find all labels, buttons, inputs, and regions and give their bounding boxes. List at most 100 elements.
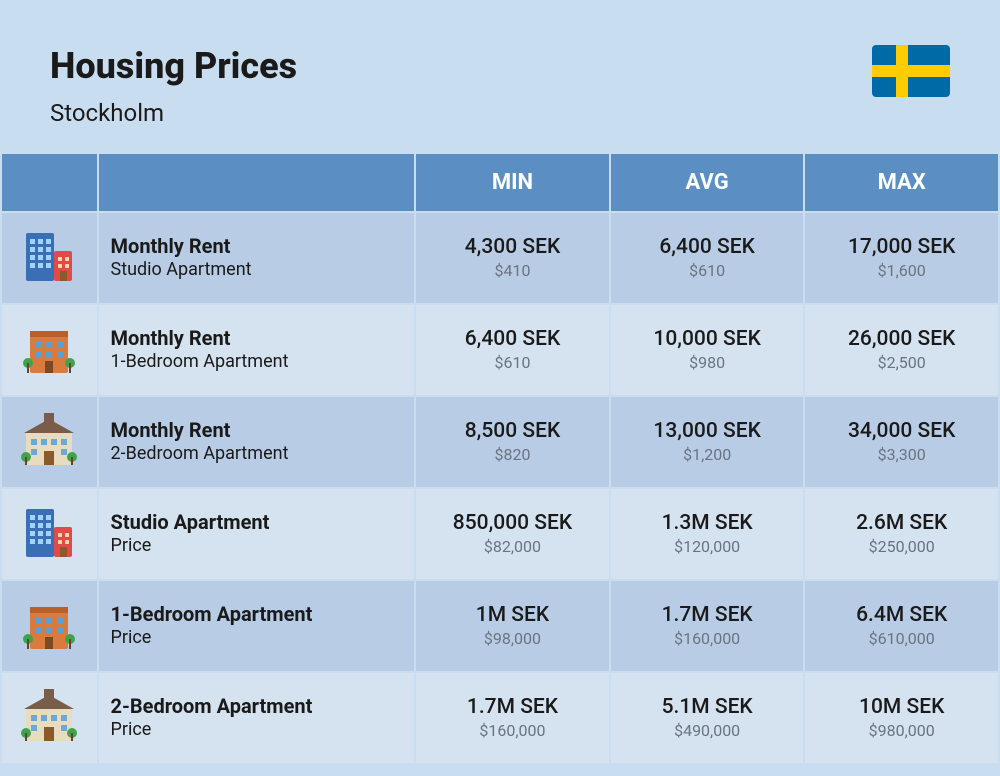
table-header-row: MIN AVG MAX: [2, 154, 998, 211]
table-row: Monthly Rent2-Bedroom Apartment8,500 SEK…: [2, 397, 998, 487]
value-sek: 10,000 SEK: [619, 326, 796, 353]
cell-avg: 1.3M SEK$120,000: [611, 489, 804, 579]
brick-icon: [20, 319, 78, 377]
value-usd: $610: [424, 353, 601, 374]
brick-icon: [20, 595, 78, 653]
row-sub: Price: [111, 534, 407, 557]
row-label-cell: Monthly RentStudio Apartment: [99, 213, 415, 303]
value-usd: $120,000: [619, 537, 796, 558]
value-usd: $1,200: [619, 445, 796, 466]
value-sek: 8,500 SEK: [424, 418, 601, 445]
high-rise-icon: [20, 227, 78, 285]
title-block: Housing Prices Stockholm: [50, 45, 297, 127]
row-sub: Price: [111, 626, 407, 649]
cell-avg: 10,000 SEK$980: [611, 305, 804, 395]
value-sek: 1.3M SEK: [619, 510, 796, 537]
header: Housing Prices Stockholm: [0, 0, 1000, 152]
value-sek: 13,000 SEK: [619, 418, 796, 445]
table-row: Monthly Rent1-Bedroom Apartment6,400 SEK…: [2, 305, 998, 395]
value-usd: $160,000: [619, 629, 796, 650]
value-usd: $410: [424, 261, 601, 282]
cell-avg: 1.7M SEK$160,000: [611, 581, 804, 671]
table-row: Monthly RentStudio Apartment4,300 SEK$41…: [2, 213, 998, 303]
col-min: MIN: [416, 154, 609, 211]
value-sek: 6,400 SEK: [619, 234, 796, 261]
mansion-icon: [20, 687, 78, 745]
sweden-flag-icon: [872, 45, 950, 97]
high-rise-icon: [20, 503, 78, 561]
row-title: Monthly Rent: [111, 418, 407, 442]
col-avg: AVG: [611, 154, 804, 211]
row-title: Studio Apartment: [111, 510, 407, 534]
row-label-cell: 2-Bedroom ApartmentPrice: [99, 673, 415, 763]
row-icon-cell: [2, 305, 97, 395]
row-icon-cell: [2, 581, 97, 671]
value-sek: 850,000 SEK: [424, 510, 601, 537]
value-sek: 5.1M SEK: [619, 694, 796, 721]
value-sek: 6,400 SEK: [424, 326, 601, 353]
cell-min: 850,000 SEK$82,000: [416, 489, 609, 579]
value-usd: $1,600: [813, 261, 990, 282]
value-usd: $980,000: [813, 721, 990, 742]
value-sek: 4,300 SEK: [424, 234, 601, 261]
value-usd: $2,500: [813, 353, 990, 374]
value-usd: $160,000: [424, 721, 601, 742]
row-label-cell: Monthly Rent1-Bedroom Apartment: [99, 305, 415, 395]
value-usd: $3,300: [813, 445, 990, 466]
row-title: Monthly Rent: [111, 234, 407, 258]
row-label-cell: Monthly Rent2-Bedroom Apartment: [99, 397, 415, 487]
cell-max: 34,000 SEK$3,300: [805, 397, 998, 487]
value-sek: 1.7M SEK: [424, 694, 601, 721]
subtitle: Stockholm: [50, 99, 297, 127]
page-title: Housing Prices: [50, 45, 297, 87]
table-row: 1-Bedroom ApartmentPrice1M SEK$98,0001.7…: [2, 581, 998, 671]
cell-min: 1M SEK$98,000: [416, 581, 609, 671]
table-row: Studio ApartmentPrice850,000 SEK$82,0001…: [2, 489, 998, 579]
cell-min: 8,500 SEK$820: [416, 397, 609, 487]
value-usd: $82,000: [424, 537, 601, 558]
cell-avg: 6,400 SEK$610: [611, 213, 804, 303]
cell-max: 2.6M SEK$250,000: [805, 489, 998, 579]
row-title: Monthly Rent: [111, 326, 407, 350]
value-sek: 1M SEK: [424, 602, 601, 629]
row-sub: Studio Apartment: [111, 258, 407, 281]
row-label-cell: 1-Bedroom ApartmentPrice: [99, 581, 415, 671]
cell-avg: 13,000 SEK$1,200: [611, 397, 804, 487]
value-sek: 2.6M SEK: [813, 510, 990, 537]
row-label-cell: Studio ApartmentPrice: [99, 489, 415, 579]
value-usd: $98,000: [424, 629, 601, 650]
value-usd: $820: [424, 445, 601, 466]
cell-min: 4,300 SEK$410: [416, 213, 609, 303]
cell-max: 6.4M SEK$610,000: [805, 581, 998, 671]
cell-max: 17,000 SEK$1,600: [805, 213, 998, 303]
col-label: [99, 154, 415, 211]
row-sub: Price: [111, 718, 407, 741]
row-icon-cell: [2, 397, 97, 487]
row-icon-cell: [2, 489, 97, 579]
cell-max: 26,000 SEK$2,500: [805, 305, 998, 395]
row-sub: 1-Bedroom Apartment: [111, 350, 407, 373]
col-icon: [2, 154, 97, 211]
mansion-icon: [20, 411, 78, 469]
value-usd: $610: [619, 261, 796, 282]
row-icon-cell: [2, 673, 97, 763]
table-row: 2-Bedroom ApartmentPrice1.7M SEK$160,000…: [2, 673, 998, 763]
row-sub: 2-Bedroom Apartment: [111, 442, 407, 465]
value-sek: 34,000 SEK: [813, 418, 990, 445]
cell-min: 6,400 SEK$610: [416, 305, 609, 395]
cell-min: 1.7M SEK$160,000: [416, 673, 609, 763]
value-sek: 17,000 SEK: [813, 234, 990, 261]
value-sek: 10M SEK: [813, 694, 990, 721]
cell-max: 10M SEK$980,000: [805, 673, 998, 763]
cell-avg: 5.1M SEK$490,000: [611, 673, 804, 763]
value-usd: $980: [619, 353, 796, 374]
row-title: 1-Bedroom Apartment: [111, 602, 407, 626]
col-max: MAX: [805, 154, 998, 211]
housing-table: MIN AVG MAX Monthly RentStudio Apartment…: [0, 152, 1000, 765]
value-usd: $610,000: [813, 629, 990, 650]
value-sek: 1.7M SEK: [619, 602, 796, 629]
row-title: 2-Bedroom Apartment: [111, 694, 407, 718]
value-usd: $490,000: [619, 721, 796, 742]
row-icon-cell: [2, 213, 97, 303]
value-sek: 26,000 SEK: [813, 326, 990, 353]
